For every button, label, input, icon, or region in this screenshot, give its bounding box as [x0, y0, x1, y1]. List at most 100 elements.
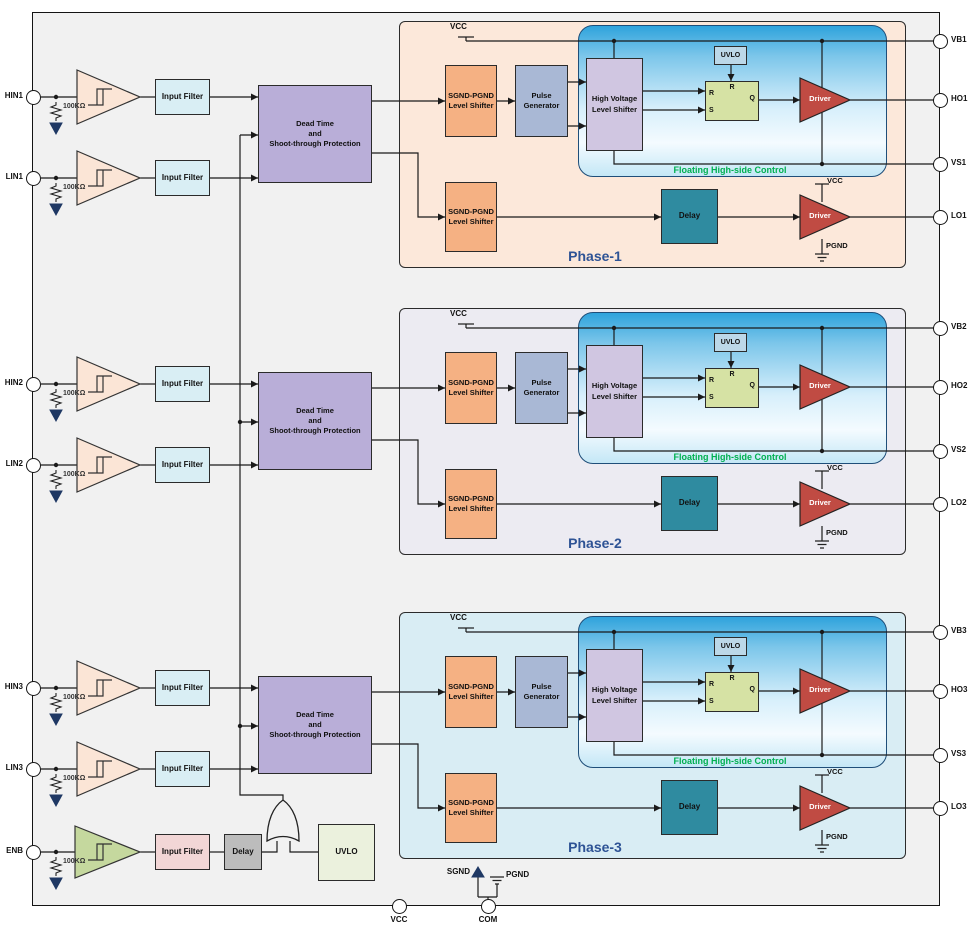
pin-VS3-label: VS3 — [951, 749, 967, 758]
vs-rail — [613, 151, 940, 165]
floating-label: Floating High-side Control — [673, 756, 787, 766]
junction-dot — [53, 849, 59, 855]
schmitt-buffer-icon — [76, 741, 142, 797]
wire — [372, 439, 445, 508]
pin-LIN2 — [25, 457, 41, 473]
hysteresis-icon — [88, 457, 104, 474]
ground-arrow-icon — [49, 713, 63, 727]
floating-label: Floating High-side Control — [673, 165, 787, 175]
junction-dot — [53, 462, 59, 468]
driver-label: Driver — [809, 802, 831, 811]
latch-r-top: R — [729, 371, 735, 378]
rs-latch: R R S Q — [705, 672, 759, 712]
latch-s-input: S — [709, 107, 714, 114]
vcc-label: VCC — [827, 176, 843, 185]
ground-icon — [815, 253, 829, 262]
pulldown-resistor-icon — [49, 693, 63, 712]
pulse-generator-block: Pulse Generator — [515, 656, 568, 728]
pin-VB2 — [932, 320, 948, 336]
pin-HO3-label: HO3 — [951, 685, 968, 694]
pin-COM-label: COM — [478, 915, 498, 924]
latch-r-top: R — [729, 84, 735, 91]
pin-LO2 — [932, 496, 948, 512]
vs-rail — [613, 438, 940, 452]
pgnd-label: PGND — [506, 870, 530, 879]
driver-symbol — [799, 785, 852, 831]
resistor-value: 100KΩ — [63, 103, 86, 110]
pgnd-label: PGND — [826, 832, 848, 841]
hysteresis-icon — [88, 680, 104, 697]
pulse-generator-block: Pulse Generator — [515, 65, 568, 137]
pin-LO3 — [932, 800, 948, 816]
ground-arrow-icon — [49, 203, 63, 217]
schmitt-buffer-icon — [76, 437, 142, 493]
dead-time-block: Dead Time and Shoot-through Protection — [258, 85, 372, 183]
hysteresis-icon — [88, 761, 104, 778]
driver-label: Driver — [809, 94, 831, 103]
latch-r-input: R — [709, 90, 715, 97]
pulldown-resistor-icon — [49, 774, 63, 793]
junction-dot — [819, 629, 825, 635]
pin-VB2-label: VB2 — [951, 322, 967, 331]
vcc-label: VCC — [450, 309, 467, 318]
pulldown-resistor-icon — [49, 857, 63, 876]
pin-VB3 — [932, 624, 948, 640]
sgnd-pgnd-level-shifter-block: SGND-PGND Level Shifter — [445, 352, 497, 424]
ground-arrow-icon — [49, 122, 63, 136]
resistor-value: 100KΩ — [63, 471, 86, 478]
pin-HO2-label: HO2 — [951, 381, 968, 390]
pin-COM — [480, 898, 496, 914]
latch-q-output: Q — [749, 95, 755, 102]
uvlo-block: UVLO — [714, 46, 747, 65]
schmitt-buffer-icon — [74, 825, 142, 879]
sgnd-pgnd-level-shifter-block: SGND-PGND Level Shifter — [445, 182, 497, 252]
latch-q-output: Q — [749, 686, 755, 693]
pulldown-resistor-icon — [49, 102, 63, 121]
ground-arrow-icon — [49, 877, 63, 891]
pulldown-resistor-icon — [49, 470, 63, 489]
delay-block: Delay — [661, 780, 718, 835]
ground-arrow-icon — [49, 490, 63, 504]
latch-r-input: R — [709, 681, 715, 688]
latch-q-output: Q — [749, 382, 755, 389]
pin-HO1-label: HO1 — [951, 94, 968, 103]
delay-block: Delay — [224, 834, 262, 870]
schmitt-buffer-icon — [76, 660, 142, 716]
enable-bus — [239, 135, 284, 800]
pulldown-resistor-icon — [49, 183, 63, 202]
pin-LIN3 — [25, 761, 41, 777]
wire — [289, 841, 318, 853]
junction-dot — [53, 381, 59, 387]
pin-LIN1 — [25, 170, 41, 186]
vcc-label: VCC — [827, 767, 843, 776]
resistor-value: 100KΩ — [63, 858, 86, 865]
driver-label: Driver — [809, 211, 831, 220]
input-filter-block: Input Filter — [155, 751, 210, 787]
input-filter-block: Input Filter — [155, 160, 210, 196]
junction-dot — [53, 94, 59, 100]
pin-HIN1 — [25, 89, 41, 105]
pin-VCC-label: VCC — [390, 915, 408, 924]
hysteresis-icon — [96, 375, 112, 392]
phase-label: Phase-2 — [568, 535, 622, 551]
dead-time-block: Dead Time and Shoot-through Protection — [258, 372, 372, 470]
vcc-label: VCC — [827, 463, 843, 472]
pin-VS1-label: VS1 — [951, 158, 967, 167]
hysteresis-icon — [88, 170, 104, 187]
ground-icon — [490, 876, 504, 885]
schmitt-buffer-icon — [76, 356, 142, 412]
pin-LO1 — [932, 209, 948, 225]
pin-HIN2-label: HIN2 — [4, 378, 23, 387]
ground-arrow-icon — [49, 409, 63, 423]
delay-block: Delay — [661, 476, 718, 531]
pin-ENB — [25, 844, 41, 860]
ground-icon — [815, 844, 829, 853]
junction-dot — [53, 175, 59, 181]
pin-LIN1-label: LIN1 — [5, 172, 23, 181]
sgnd-pgnd-level-shifter-block: SGND-PGND Level Shifter — [445, 773, 497, 843]
latch-r-input: R — [709, 377, 715, 384]
sgnd-arrow-icon — [471, 866, 485, 878]
junction-dot — [53, 766, 59, 772]
